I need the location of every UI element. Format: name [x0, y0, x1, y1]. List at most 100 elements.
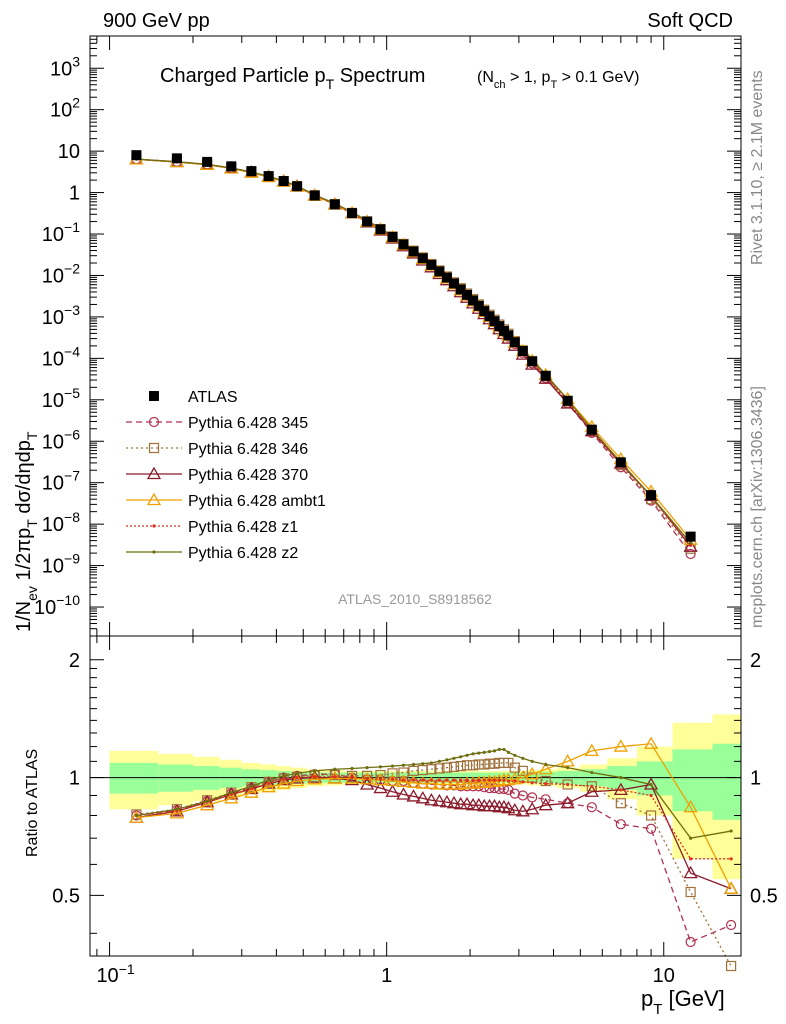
- ratio-point-pythia-6-428-345: [645, 823, 657, 834]
- atlas-point: [468, 295, 479, 306]
- ratio-point-pythia-6-428-z2: [401, 763, 406, 767]
- ratio-point-pythia-6-428-ambt1: [261, 779, 276, 793]
- ratio-point-pythia-6-428-346: [517, 765, 528, 776]
- main-axes: 10−10 10−9 10−8 10−7 10−6 10−5 10−4 10−3 10−2 10−…: [34, 35, 741, 637]
- ratio-point-pythia-6-428-z1: [590, 784, 594, 788]
- ratio-point-pythia-6-428-z2: [502, 747, 506, 752]
- ratio-point-pythia-6-428-z2: [365, 766, 369, 770]
- ratio-point-pythia-6-428-ambt1: [487, 774, 502, 788]
- legend: ATLAS Pythia 6.428 345 Pythia 6.428 346 Pyt…: [126, 389, 326, 562]
- ratio-point-pythia-6-428-370: [396, 787, 411, 800]
- atlas-point: [646, 490, 657, 501]
- atlas-point: [449, 278, 460, 289]
- ratio-point-pythia-6-428-z1: [365, 776, 369, 781]
- y-tick-label: 10−7: [42, 468, 80, 495]
- ratio-point-pythia-6-428-z2: [350, 766, 354, 771]
- ratio-point-pythia-6-428-z2: [689, 836, 693, 840]
- ratio-point-pythia-6-428-z2: [390, 764, 395, 768]
- atlas-point: [387, 231, 398, 242]
- ratio-point-pythia-6-428-ambt1: [200, 797, 215, 811]
- ratio-point-pythia-6-428-370: [525, 801, 540, 815]
- ratio-point-pythia-6-428-z2: [445, 758, 449, 762]
- header-left: 900 GeV pp: [103, 10, 210, 32]
- ratio-line-pythia-6-428-z1: [136, 776, 732, 860]
- ratio-point-pythia-6-428-ambt1: [613, 739, 628, 752]
- ratio-point-pythia-6-428-ambt1: [406, 775, 421, 788]
- ratio-point-pythia-6-428-z1: [282, 777, 286, 781]
- y-tick-label: 10−8: [42, 509, 80, 536]
- legend-label: Pythia 6.428 ambt1: [188, 493, 326, 510]
- ratio-point-pythia-6-428-ambt1: [525, 766, 540, 780]
- ratio-point-pythia-6-428-z1: [506, 779, 510, 783]
- band-green: [158, 764, 193, 792]
- ratio-point-pythia-6-428-z2: [487, 750, 492, 754]
- ratio-point-pythia-6-428-345: [685, 936, 696, 948]
- atlas-point: [398, 239, 409, 250]
- ratio-point-pythia-6-428-ambt1: [465, 776, 481, 789]
- legend-label: Pythia 6.428 370: [188, 467, 308, 484]
- atlas-point: [455, 284, 466, 295]
- y-axis-label: 1/Nev 1/2πpT dσ/dηdpT: [13, 431, 40, 632]
- ratio-point-pythia-6-428-z1: [521, 780, 525, 784]
- ratio-point-pythia-6-428-ambt1: [584, 743, 599, 757]
- x-axis-label: pT [GeV]: [641, 986, 725, 1018]
- atlas-point: [226, 161, 237, 172]
- y-tick-label: 10−6: [42, 426, 80, 453]
- atlas-point: [426, 259, 437, 270]
- ratio-point-pythia-6-428-370: [169, 803, 185, 817]
- atlas-point: [517, 346, 528, 357]
- ratio-point-pythia-6-428-z2: [175, 807, 179, 811]
- atlas-point: [347, 208, 358, 219]
- rivet-label: Rivet 3.1.10, ≥ 2.1M events: [749, 70, 766, 265]
- ratio-point-pythia-6-428-z2: [437, 759, 441, 763]
- atlas-point: [527, 356, 538, 367]
- y-tick-label: 103: [50, 53, 80, 80]
- atlas-point: [540, 370, 551, 381]
- legend-marker: [146, 492, 162, 506]
- ratio-point-pythia-6-428-z1: [401, 778, 406, 782]
- ratio-point-pythia-6-428-346: [473, 759, 484, 770]
- atlas-point: [441, 272, 452, 283]
- ratio-point-pythia-6-428-z1: [437, 778, 441, 782]
- ratio-point-pythia-6-428-370: [501, 800, 516, 814]
- ratio-point-pythia-6-428-z2: [313, 769, 317, 773]
- legend-marker: [146, 466, 162, 480]
- ratio-y-tick-label-right: 1: [750, 768, 761, 790]
- ratio-plot-marks: [90, 714, 741, 972]
- ratio-point-pythia-6-428-z2: [421, 762, 425, 766]
- ratio-point-pythia-6-428-370: [406, 789, 421, 802]
- ratio-point-pythia-6-428-z1: [333, 775, 337, 779]
- ratio-point-pythia-6-428-370: [439, 794, 455, 808]
- ratio-point-pythia-6-428-ambt1: [396, 774, 411, 788]
- ratio-point-pythia-6-428-346: [426, 764, 437, 775]
- ratio-point-pythia-6-428-z1: [459, 778, 463, 782]
- y-tick-label: 102: [50, 95, 80, 122]
- ratio-point-pythia-6-428-346: [461, 760, 473, 771]
- y-tick-label: 10−10: [34, 592, 80, 619]
- ratio-point-pythia-6-428-z2: [411, 762, 416, 767]
- ratio-y-tick-label: 2: [69, 650, 80, 672]
- ratio-point-pythia-6-428-z1: [295, 775, 299, 780]
- ratio-point-pythia-6-428-z2: [506, 750, 510, 754]
- ratio-point-pythia-6-428-z2: [590, 770, 594, 775]
- ratio-point-pythia-6-428-346: [615, 798, 626, 809]
- atlas-point: [562, 395, 573, 406]
- main-line-pythia-6-428-370: [136, 158, 692, 548]
- ratio-point-pythia-6-428-z2: [378, 765, 383, 769]
- band-green: [109, 762, 159, 794]
- ratio-point-pythia-6-428-ambt1: [385, 773, 400, 787]
- atlas-point: [509, 337, 520, 348]
- ratio-point-pythia-6-428-ambt1: [560, 754, 575, 767]
- atlas-point: [586, 424, 597, 435]
- legend-label: Pythia 6.428 z1: [188, 519, 298, 536]
- ratio-point-pythia-6-428-ambt1: [432, 777, 447, 790]
- ratio-point-pythia-6-428-370: [432, 793, 447, 807]
- analysis-id: ATLAS_2010_S8918562: [338, 591, 492, 607]
- legend-label: Pythia 6.428 z2: [188, 545, 298, 562]
- ratio-y-tick-label: 0.5: [52, 885, 80, 907]
- ratio-point-pythia-6-428-z2: [513, 753, 517, 757]
- ratio-point-pythia-6-428-z1: [502, 778, 506, 782]
- ratio-point-pythia-6-428-z2: [295, 771, 299, 775]
- ratio-point-pythia-6-428-370: [424, 792, 439, 806]
